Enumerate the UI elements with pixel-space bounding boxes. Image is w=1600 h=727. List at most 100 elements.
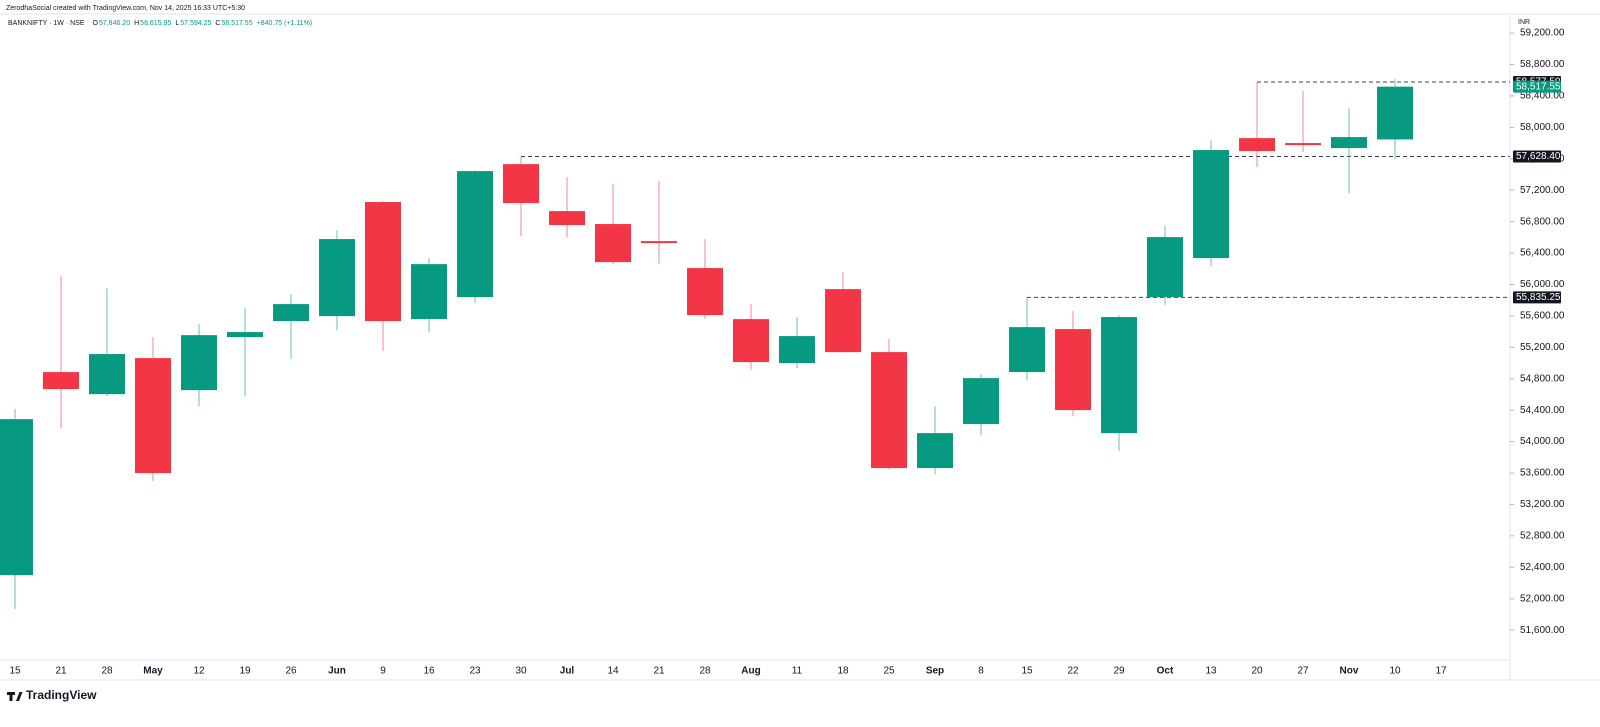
ohlc-value: 58,615.95 [140, 20, 171, 27]
y-tick-label: 58,000.00 [1520, 122, 1565, 133]
x-tick-label: Jun [328, 666, 346, 677]
y-tick-label: 57,200.00 [1520, 185, 1565, 196]
price-label-bg [1513, 80, 1561, 93]
price-label: 57,628.40 [1516, 151, 1561, 162]
brand: TradingView [26, 688, 97, 702]
candle-body [1055, 329, 1091, 411]
y-tick-label: 59,200.00 [1520, 28, 1565, 39]
ohlc-key: O [93, 20, 99, 27]
candle-body [89, 354, 125, 395]
x-tick-label: 19 [239, 666, 251, 677]
candle-body [641, 241, 677, 244]
y-tick-label: 53,200.00 [1520, 499, 1565, 510]
x-tick-label: May [143, 666, 163, 677]
candle-body [1009, 327, 1045, 373]
y-tick-label: 54,000.00 [1520, 436, 1565, 447]
y-tick-label: 54,800.00 [1520, 373, 1565, 384]
x-tick-label: 10 [1389, 666, 1401, 677]
currency: INR [1518, 19, 1530, 26]
y-tick-label: 55,200.00 [1520, 342, 1565, 353]
x-tick-label: Jul [560, 666, 575, 677]
candle-body [1147, 237, 1183, 298]
y-tick-label: 51,600.00 [1520, 625, 1565, 636]
y-tick-label: 58,400.00 [1520, 91, 1565, 102]
x-tick-label: Oct [1157, 666, 1174, 677]
ohlc-value: 57,594.25 [180, 20, 211, 27]
candle-body [963, 378, 999, 425]
candle-body [687, 268, 723, 316]
candle-body [1331, 137, 1367, 149]
x-tick-label: 28 [101, 666, 113, 677]
ohlc-key: L [175, 20, 179, 27]
x-tick-label: 15 [1021, 666, 1033, 677]
candle-body [595, 224, 631, 263]
x-tick-label: 29 [1113, 666, 1125, 677]
x-tick-label: 11 [792, 666, 803, 677]
x-tick-label: 16 [423, 666, 435, 677]
change: +840.75 (+1.11%) [257, 20, 313, 27]
candle-body [0, 419, 33, 576]
candle-body [273, 304, 309, 322]
x-tick-label: 20 [1251, 666, 1263, 677]
y-tick-label: 53,600.00 [1520, 468, 1565, 479]
candle-body [779, 336, 815, 364]
x-tick-label: 28 [699, 666, 711, 677]
candle-body [457, 171, 493, 298]
x-tick-label: 25 [883, 666, 895, 677]
candle-body [135, 358, 171, 474]
y-tick-label: 56,000.00 [1520, 279, 1565, 290]
x-tick-label: 9 [380, 666, 386, 677]
y-tick-label: 55,600.00 [1520, 311, 1565, 322]
y-tick-label: 58,800.00 [1520, 59, 1565, 70]
y-tick-label: 52,000.00 [1520, 593, 1565, 604]
x-tick-label: 18 [837, 666, 849, 677]
ohlc-key: H [134, 20, 139, 27]
x-tick-label: 21 [55, 666, 67, 677]
candle-body [227, 332, 263, 338]
x-tick-label: Aug [741, 666, 760, 677]
x-tick-label: Sep [926, 666, 944, 677]
x-tick-label: 22 [1067, 666, 1079, 677]
x-tick-label: 27 [1297, 666, 1309, 677]
ohlc-key: C [215, 20, 220, 27]
x-tick-label: 15 [9, 666, 21, 677]
x-tick-label: 30 [515, 666, 527, 677]
candle-body [1377, 86, 1413, 140]
price-label: 55,835.25 [1516, 292, 1561, 303]
candle-body [503, 164, 539, 204]
logo: TradingView [7, 688, 97, 702]
x-tick-label: 12 [193, 666, 205, 677]
y-tick-label: 52,800.00 [1520, 531, 1565, 542]
ohlc-value: 57,846.20 [99, 20, 130, 27]
logo-mark [7, 692, 23, 701]
candle-body [411, 264, 447, 320]
x-tick-label: 23 [469, 666, 481, 677]
candle-body [1239, 138, 1275, 152]
candle-body [825, 289, 861, 353]
y-tick-label: 56,800.00 [1520, 216, 1565, 227]
y-tick-label: 56,400.00 [1520, 248, 1565, 259]
x-tick-label: Nov [1340, 666, 1359, 677]
symbol: BANKNIFTY · 1W · NSE [8, 20, 85, 27]
x-tick-label: 13 [1205, 666, 1217, 677]
y-tick-label: 54,400.00 [1520, 405, 1565, 416]
candle-body [181, 335, 217, 391]
y-tick-label: 52,400.00 [1520, 562, 1565, 573]
x-tick-label: 21 [653, 666, 665, 677]
x-tick-label: 14 [607, 666, 619, 677]
candle-body [1101, 317, 1137, 434]
candle-body [871, 352, 907, 469]
price-label-bg [1513, 291, 1561, 304]
candle-body [365, 202, 401, 322]
candle-body [917, 433, 953, 469]
candle-body [43, 372, 79, 390]
candle-body [733, 319, 769, 363]
price-label-bg [1513, 150, 1561, 163]
x-tick-label: 8 [978, 666, 984, 677]
ohlc-value: 58,517.55 [221, 20, 252, 27]
candle-body [549, 211, 585, 226]
price-label: 58,517.55 [1516, 81, 1561, 92]
